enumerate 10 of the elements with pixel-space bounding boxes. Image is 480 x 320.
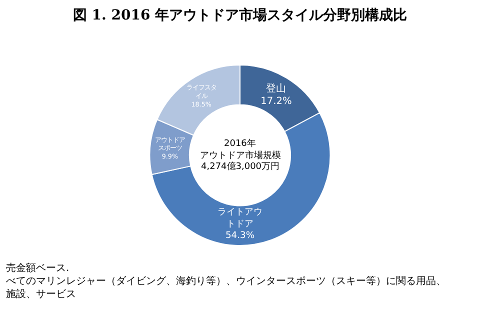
text: べてのマリンレジャー（ダイビング、海釣り等）、ウインタースポーツ（スキー等）に関る用品、施設、サービス — [6, 275, 446, 300]
text: 4,274億3,000万円 — [201, 161, 280, 172]
text: 売金額ベース. — [6, 262, 70, 274]
data-label: 17.2% — [260, 96, 292, 108]
text: 2016年 — [224, 138, 256, 149]
slice-label: 登山 — [266, 82, 286, 94]
text: アウトドア市場規模 — [200, 150, 281, 161]
data-label: 54.3% — [225, 230, 255, 242]
slice-label: ライトアウトドア — [218, 206, 262, 230]
chart-title: 図 1. 2016 年アウトドア市場スタイル分野別構成比 — [72, 6, 408, 24]
